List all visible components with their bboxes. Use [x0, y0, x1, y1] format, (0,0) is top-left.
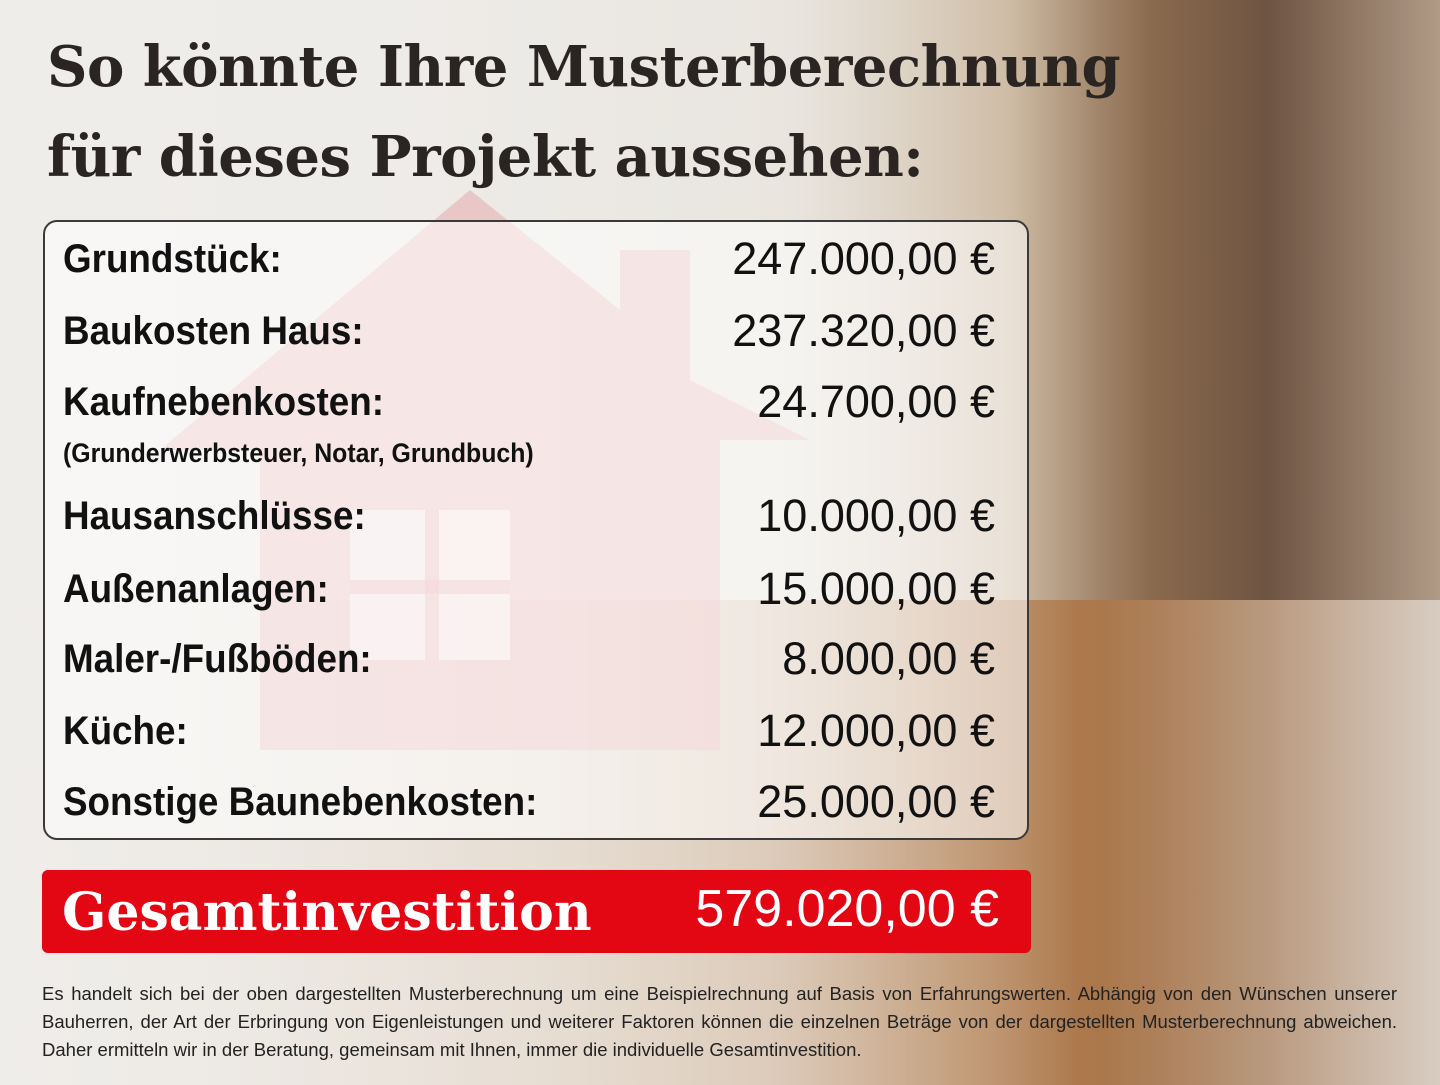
cost-row-baukosten: Baukosten Haus: 237.320,00 €: [63, 301, 995, 361]
total-label: Gesamtinvestition: [62, 882, 592, 943]
cost-value: 237.320,00 €: [732, 305, 995, 356]
cost-label: Hausanschlüsse:: [63, 494, 366, 538]
cost-label: Küche:: [63, 709, 188, 753]
cost-label: Sonstige Baunebenkosten:: [63, 780, 538, 824]
page-title: So könnte Ihre Musterberechnung für dies…: [47, 22, 1121, 202]
cost-label: Außenanlagen:: [63, 567, 329, 611]
cost-value: 10.000,00 €: [757, 490, 995, 541]
cost-row-aussenanlagen: Außenanlagen: 15.000,00 €: [63, 559, 995, 619]
cost-note: (Grunderwerbsteuer, Notar, Grundbuch): [63, 438, 534, 468]
cost-label: Baukosten Haus:: [63, 309, 364, 353]
cost-label: Grundstück:: [63, 237, 282, 281]
total-banner: Gesamtinvestition 579.020,00 €: [42, 870, 1031, 953]
cost-row-maler: Maler-/Fußböden: 8.000,00 €: [63, 629, 995, 689]
cost-label: Maler-/Fußböden:: [63, 637, 372, 681]
cost-table: Grundstück: 247.000,00 € Baukosten Haus:…: [43, 220, 1029, 840]
title-line-2: für dieses Projekt aussehen:: [47, 124, 924, 190]
cost-value: 24.700,00 €: [757, 376, 995, 427]
cost-value: 15.000,00 €: [757, 563, 995, 614]
total-value: 579.020,00 €: [695, 880, 999, 938]
disclaimer-text: Es handelt sich bei der oben dargestellt…: [42, 983, 1397, 1060]
cost-row-kueche: Küche: 12.000,00 €: [63, 701, 995, 761]
cost-label: Kaufnebenkosten:: [63, 380, 385, 424]
cost-value: 8.000,00 €: [782, 633, 995, 684]
cost-row-hausanschluesse: Hausanschlüsse: 10.000,00 €: [63, 486, 995, 546]
cost-row-grundstueck: Grundstück: 247.000,00 €: [63, 229, 995, 289]
cost-row-sonstige: Sonstige Baunebenkosten: 25.000,00 €: [63, 772, 995, 832]
cost-value: 12.000,00 €: [757, 705, 995, 756]
cost-value: 247.000,00 €: [732, 233, 995, 284]
cost-value: 25.000,00 €: [757, 776, 995, 827]
cost-row-kaufnebenkosten: Kaufnebenkosten: 24.700,00 €: [63, 372, 995, 432]
title-line-1: So könnte Ihre Musterberechnung: [47, 34, 1121, 100]
